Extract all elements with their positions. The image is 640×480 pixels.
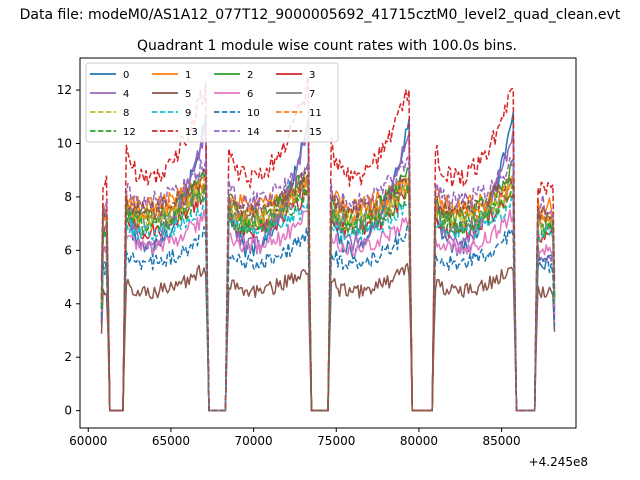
series-line-15 bbox=[100, 166, 556, 412]
legend-label: 10 bbox=[247, 108, 260, 119]
legend-label: 1 bbox=[185, 70, 191, 81]
x-tick-label: 75000 bbox=[317, 434, 355, 448]
x-tick-label: 85000 bbox=[483, 434, 521, 448]
y-tick-label: 6 bbox=[64, 243, 72, 257]
legend-label: 7 bbox=[309, 89, 315, 100]
x-tick-label: 60000 bbox=[69, 434, 107, 448]
axes-frame bbox=[79, 57, 577, 429]
series-line-8 bbox=[100, 177, 556, 412]
legend-label: 8 bbox=[123, 108, 129, 119]
legend-label: 0 bbox=[123, 70, 129, 81]
legend-label: 14 bbox=[247, 127, 260, 138]
x-offset-label: +4.245e8 bbox=[529, 455, 588, 469]
x-tick-label: 80000 bbox=[400, 434, 438, 448]
y-tick-label: 8 bbox=[64, 190, 72, 204]
legend-label: 5 bbox=[185, 89, 191, 100]
legend-label: 3 bbox=[309, 70, 315, 81]
legend-label: 11 bbox=[309, 108, 322, 119]
legend-label: 9 bbox=[185, 108, 191, 119]
y-tick-label: 2 bbox=[64, 350, 72, 364]
x-axis: 60000 65000 70000 75000 80000 85000 bbox=[69, 428, 521, 448]
chart-title: Quadrant 1 module wise count rates with … bbox=[137, 38, 517, 54]
legend-label: 15 bbox=[309, 127, 322, 138]
y-tick-label: 12 bbox=[57, 83, 72, 97]
legend-label: 12 bbox=[123, 127, 136, 138]
y-tick-label: 4 bbox=[64, 297, 72, 311]
series-line-10 bbox=[100, 224, 556, 412]
y-axis: 0 2 4 6 8 10 12 bbox=[57, 83, 80, 418]
legend-label: 13 bbox=[185, 127, 198, 138]
figure-suptitle: Data file: modeM0/AS1A12_077T12_90000056… bbox=[20, 7, 621, 23]
y-tick-label: 10 bbox=[57, 136, 72, 150]
legend-label: 2 bbox=[247, 70, 253, 81]
legend-frame bbox=[85, 62, 339, 143]
x-tick-label: 70000 bbox=[235, 434, 273, 448]
legend-label: 6 bbox=[247, 89, 253, 100]
legend-label: 4 bbox=[123, 89, 129, 100]
plot-area bbox=[100, 75, 556, 412]
x-tick-label: 65000 bbox=[152, 434, 190, 448]
y-tick-label: 0 bbox=[64, 404, 72, 418]
